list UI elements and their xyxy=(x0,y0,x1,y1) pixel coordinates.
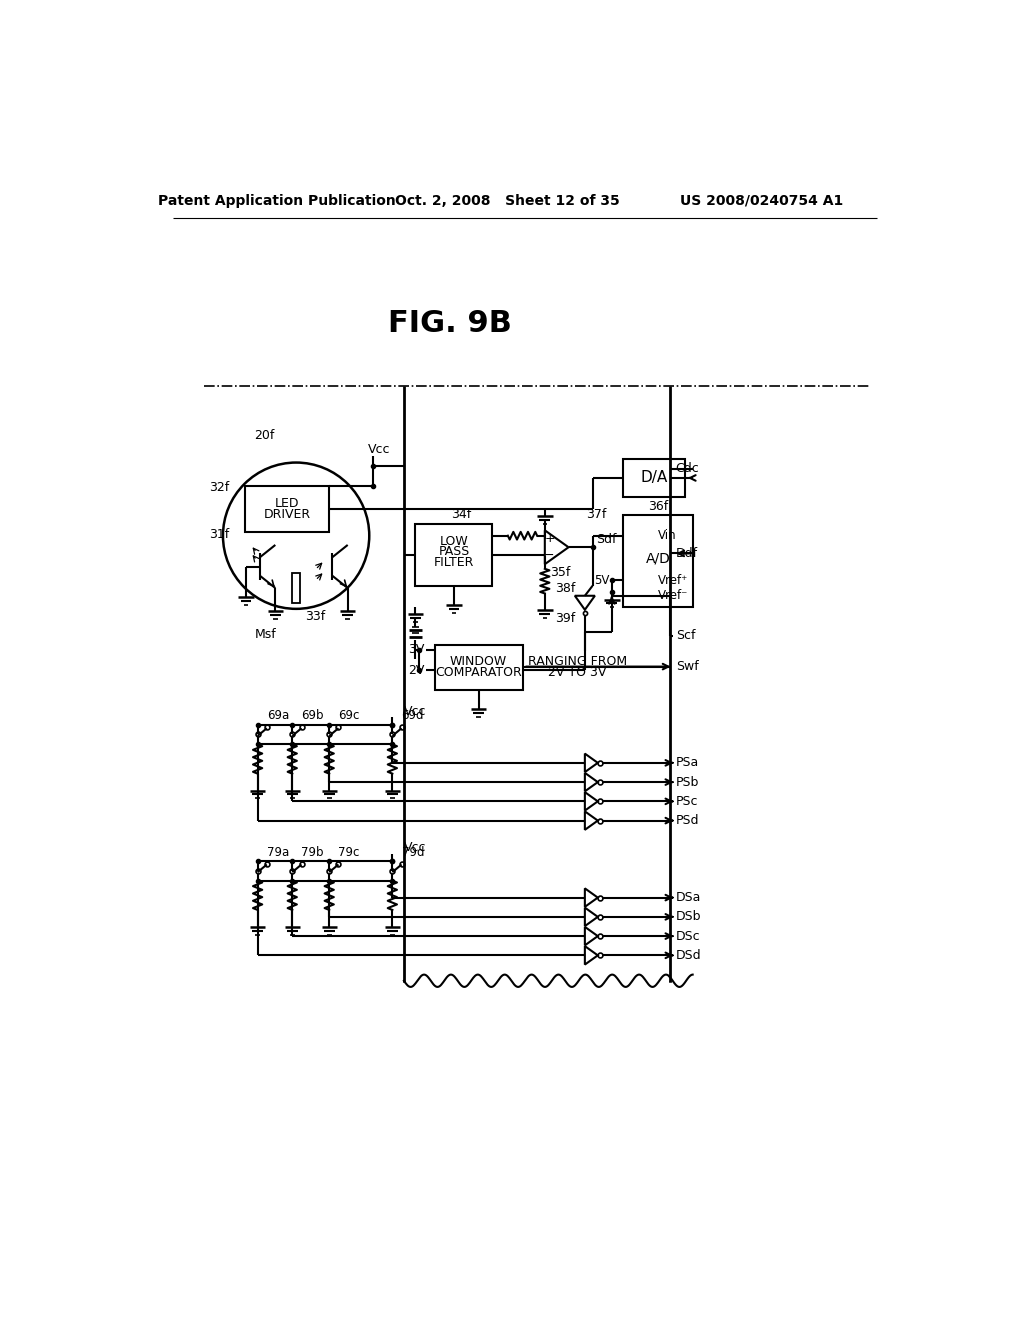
Bar xyxy=(416,524,493,586)
Text: COMPARATOR: COMPARATOR xyxy=(435,667,522,680)
Bar xyxy=(435,645,523,689)
Text: DSc: DSc xyxy=(676,929,700,942)
Text: +: + xyxy=(544,532,555,545)
Text: 36f: 36f xyxy=(648,500,668,513)
Text: Vin: Vin xyxy=(658,529,677,543)
Text: FILTER: FILTER xyxy=(434,556,474,569)
Text: Vref⁺: Vref⁺ xyxy=(658,574,688,587)
Text: 31f: 31f xyxy=(209,528,229,541)
Text: 37f: 37f xyxy=(586,508,606,521)
Text: DSa: DSa xyxy=(676,891,701,904)
Text: Cdc: Cdc xyxy=(676,462,699,475)
Text: 3V: 3V xyxy=(409,643,425,656)
Text: 20f: 20f xyxy=(254,429,274,442)
Text: PSd: PSd xyxy=(676,814,699,828)
Bar xyxy=(245,486,330,532)
Text: 69d: 69d xyxy=(401,709,424,722)
Text: PSa: PSa xyxy=(676,756,699,770)
Text: US 2008/0240754 A1: US 2008/0240754 A1 xyxy=(680,194,844,207)
Text: PSc: PSc xyxy=(676,795,698,808)
Text: DSb: DSb xyxy=(676,911,701,924)
Text: Swf: Swf xyxy=(676,660,698,673)
Text: 2V TO 3V: 2V TO 3V xyxy=(548,667,606,680)
Text: Vcc: Vcc xyxy=(368,444,390,455)
Text: Patent Application Publication: Patent Application Publication xyxy=(158,194,395,207)
Text: 34f: 34f xyxy=(452,508,472,521)
Text: Vcc: Vcc xyxy=(403,705,426,718)
Text: Vcc: Vcc xyxy=(403,841,426,854)
Text: RANGING FROM: RANGING FROM xyxy=(527,655,627,668)
Text: 79a: 79a xyxy=(267,846,289,859)
Text: 32f: 32f xyxy=(209,482,229,495)
Text: 69c: 69c xyxy=(339,709,359,722)
Bar xyxy=(624,515,692,607)
Text: 33f: 33f xyxy=(305,610,326,623)
Text: Msf: Msf xyxy=(254,628,276,640)
Text: Scf: Scf xyxy=(676,630,695,643)
Text: Vref⁻: Vref⁻ xyxy=(658,589,688,602)
Text: D/A: D/A xyxy=(641,470,668,486)
Text: DSd: DSd xyxy=(676,949,701,962)
Bar xyxy=(292,573,300,603)
Text: LED: LED xyxy=(274,496,299,510)
Text: 5V: 5V xyxy=(594,574,609,587)
Text: WINDOW: WINDOW xyxy=(450,655,507,668)
Text: LOW: LOW xyxy=(439,535,468,548)
Text: 79d: 79d xyxy=(401,846,424,859)
Bar xyxy=(624,459,685,498)
Text: 35f: 35f xyxy=(550,566,570,579)
Text: A/D: A/D xyxy=(645,552,671,566)
Text: FIG. 9B: FIG. 9B xyxy=(388,309,512,338)
Text: 79c: 79c xyxy=(339,846,359,859)
Text: 69a: 69a xyxy=(267,709,289,722)
Text: Sdf: Sdf xyxy=(596,533,616,546)
Text: 2V: 2V xyxy=(409,664,425,677)
Text: Ddf: Ddf xyxy=(676,546,697,560)
Text: DRIVER: DRIVER xyxy=(263,508,310,520)
Text: 79b: 79b xyxy=(301,846,324,859)
Text: PSb: PSb xyxy=(676,776,699,788)
Text: 38f: 38f xyxy=(555,582,575,594)
Text: 39f: 39f xyxy=(555,612,575,626)
Text: PASS: PASS xyxy=(438,545,470,558)
Text: Oct. 2, 2008   Sheet 12 of 35: Oct. 2, 2008 Sheet 12 of 35 xyxy=(395,194,621,207)
Text: 69b: 69b xyxy=(301,709,324,722)
Text: −: − xyxy=(544,549,555,562)
